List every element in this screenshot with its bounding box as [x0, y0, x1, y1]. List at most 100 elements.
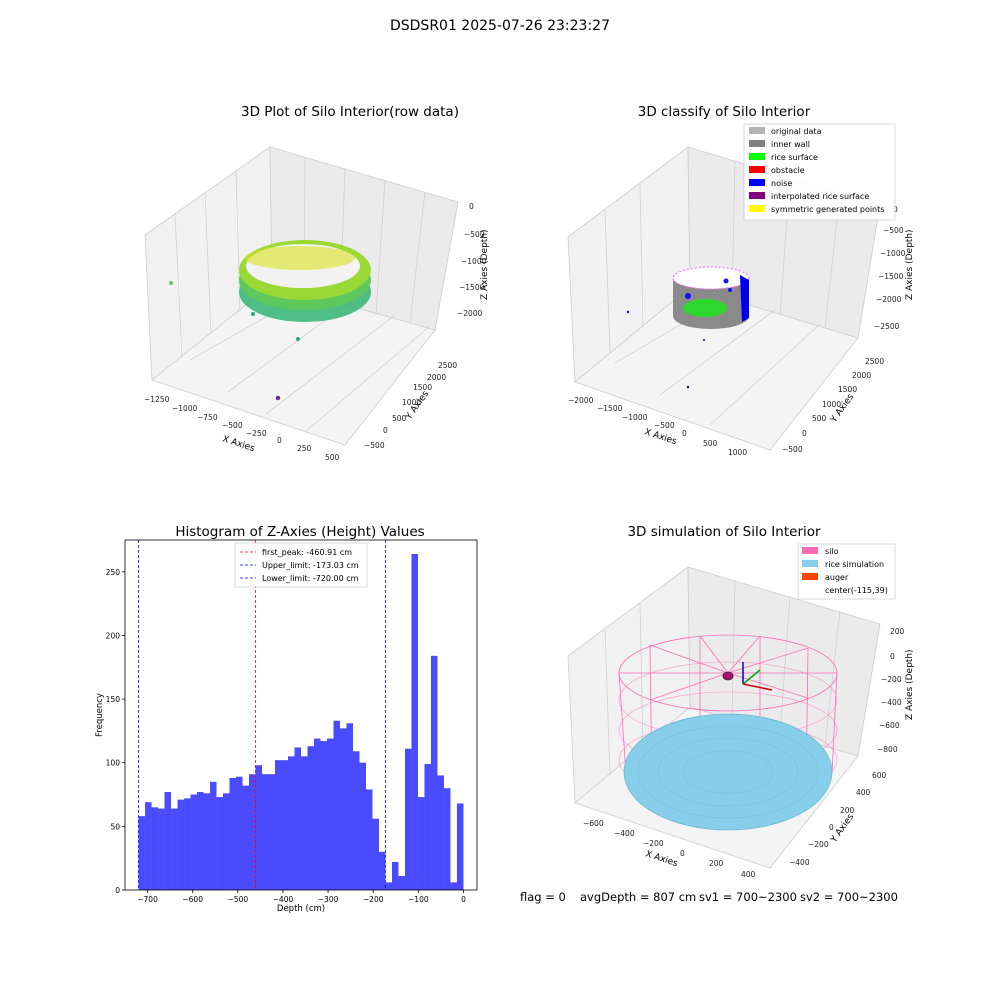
raw3d-ztick: −1000	[461, 257, 487, 266]
histogram-legend: first_peak: -460.91 cm Upper_limit: -173.…	[234, 542, 368, 588]
classify3d-title: 3D classify of Silo Interior	[637, 104, 811, 120]
simulation3d-legend-swatch	[802, 573, 818, 580]
histogram-bar	[151, 807, 159, 890]
simulation3d-legend: silo rice simulation auger center(-115,39)	[797, 543, 896, 600]
raw3d-ztick: 0	[469, 202, 474, 211]
status-sv2: sv2 = 700~2300	[800, 890, 898, 904]
classify3d-legend-swatch	[749, 179, 765, 186]
simulation3d-legend-label: rice simulation	[825, 560, 884, 569]
classify3d-ytick: −500	[782, 445, 803, 454]
histogram-bar	[275, 760, 282, 890]
histogram-bar	[450, 882, 457, 890]
simulation3d-xtick: 400	[741, 870, 756, 879]
histogram-bar	[249, 774, 256, 890]
simulation3d-ytick: 600	[872, 771, 887, 780]
raw3d-point-cloud	[169, 240, 371, 401]
histogram-bar	[352, 751, 360, 890]
simulation3d-legend-swatch	[802, 547, 818, 554]
classify3d-xtick: −500	[654, 421, 675, 430]
histogram-xtick-label: −100	[408, 895, 429, 904]
classify3d-xtick: −2000	[568, 396, 594, 405]
raw3d-xtick: −1000	[172, 404, 198, 413]
classify3d-ztick: 0	[893, 205, 898, 214]
histogram-ytick-label: 100	[106, 759, 121, 768]
histogram-bar	[294, 747, 301, 890]
raw3d-xtick: 0	[277, 436, 282, 445]
histogram-ytick-label: 200	[106, 631, 121, 640]
histogram-xlabel: Depth (cm)	[277, 904, 325, 914]
histogram-bar	[138, 816, 146, 890]
histogram-bar	[158, 808, 165, 890]
classify3d-ytick: 1500	[838, 385, 857, 394]
histogram-bar	[404, 748, 412, 890]
histogram-bar	[443, 788, 451, 890]
classify3d-legend-swatch	[749, 140, 765, 147]
histogram-bar	[346, 723, 353, 890]
histogram-bar	[437, 775, 444, 890]
histogram-bar	[223, 793, 230, 890]
simulation3d-ztick: −400	[881, 698, 902, 707]
simulation3d-xtick: 200	[709, 859, 724, 868]
simulation3d-ztick: −200	[881, 675, 902, 684]
simulation3d-title: 3D simulation of Silo Interior	[627, 524, 821, 540]
simulation3d-rice-surface	[623, 713, 833, 831]
histogram-ytick-label: 150	[106, 695, 121, 704]
histogram-xtick-label: −700	[137, 895, 158, 904]
histogram-bar	[398, 876, 405, 890]
simulation3d-xtick: −200	[643, 839, 664, 848]
raw3d-title: 3D Plot of Silo Interior(row data)	[241, 104, 459, 120]
classify3d-ztick: −2500	[874, 322, 900, 331]
histogram-ytick-label: 0	[115, 886, 120, 895]
simulation3d-legend-label: silo	[825, 547, 839, 556]
classify3d-legend-label: obstacle	[771, 166, 805, 175]
histogram-bar	[229, 778, 237, 890]
histogram-bar	[184, 798, 191, 890]
histogram-xtick-label: −600	[182, 895, 203, 904]
simulation3d-ytick: 200	[840, 806, 855, 815]
simulation3d-ytick: 0	[829, 823, 834, 832]
simulation3d-legend-swatch	[802, 560, 818, 567]
simulation3d-ztick: 0	[890, 652, 895, 661]
simulation3d-legend-label: center(-115,39)	[825, 586, 888, 595]
classify3d-legend-swatch	[749, 192, 765, 199]
histogram-bar	[262, 774, 269, 890]
classify3d-legend-label: symmetric generated points	[771, 205, 884, 214]
raw3d-ytick: 2500	[438, 361, 457, 370]
classify3d-legend-label: interpolated rice surface	[771, 192, 869, 201]
histogram-bar	[333, 720, 340, 890]
simulation3d-xtick: 0	[680, 849, 685, 858]
raw3d-ztick: −500	[464, 230, 485, 239]
classify3d-xtick: −1500	[597, 404, 623, 413]
histogram-bar	[385, 882, 392, 890]
simulation3d-xlabel: X Axies	[644, 849, 679, 869]
status-sv1: sv1 = 700~2300	[699, 890, 797, 904]
classify3d-ytick: 1000	[822, 400, 841, 409]
raw3d-xtick: 250	[297, 444, 312, 453]
classify3d-ytick: 500	[812, 414, 827, 423]
classify3d-zlabel: Z Axies (Depth)	[905, 229, 915, 300]
classify3d-xtick: 0	[682, 429, 687, 438]
histogram-bar	[456, 803, 464, 890]
raw3d-ytick: 2000	[427, 373, 446, 382]
simulation3d-ztick: 200	[890, 627, 905, 636]
raw3d-ztick: −2000	[457, 309, 483, 318]
histogram-bar	[430, 655, 438, 890]
simulation3d-ytick: −400	[789, 858, 810, 867]
histogram-ytick-label: 50	[110, 822, 120, 831]
histogram-bar	[307, 746, 314, 890]
classify3d-legend-label: inner wall	[771, 140, 810, 149]
raw3d-xtick: −750	[197, 413, 218, 422]
histogram-bar	[255, 765, 263, 890]
histogram-xtick-label: −300	[318, 895, 339, 904]
histogram-bar	[339, 728, 347, 890]
histogram-bar	[236, 776, 243, 890]
histogram-ytick-label: 250	[106, 568, 121, 577]
histogram-bar	[281, 760, 289, 890]
raw3d-ytick: 500	[392, 414, 407, 423]
classify3d-point-cloud	[626, 266, 750, 389]
histogram-bar	[320, 741, 327, 890]
classify3d-legend-swatch	[749, 127, 765, 134]
